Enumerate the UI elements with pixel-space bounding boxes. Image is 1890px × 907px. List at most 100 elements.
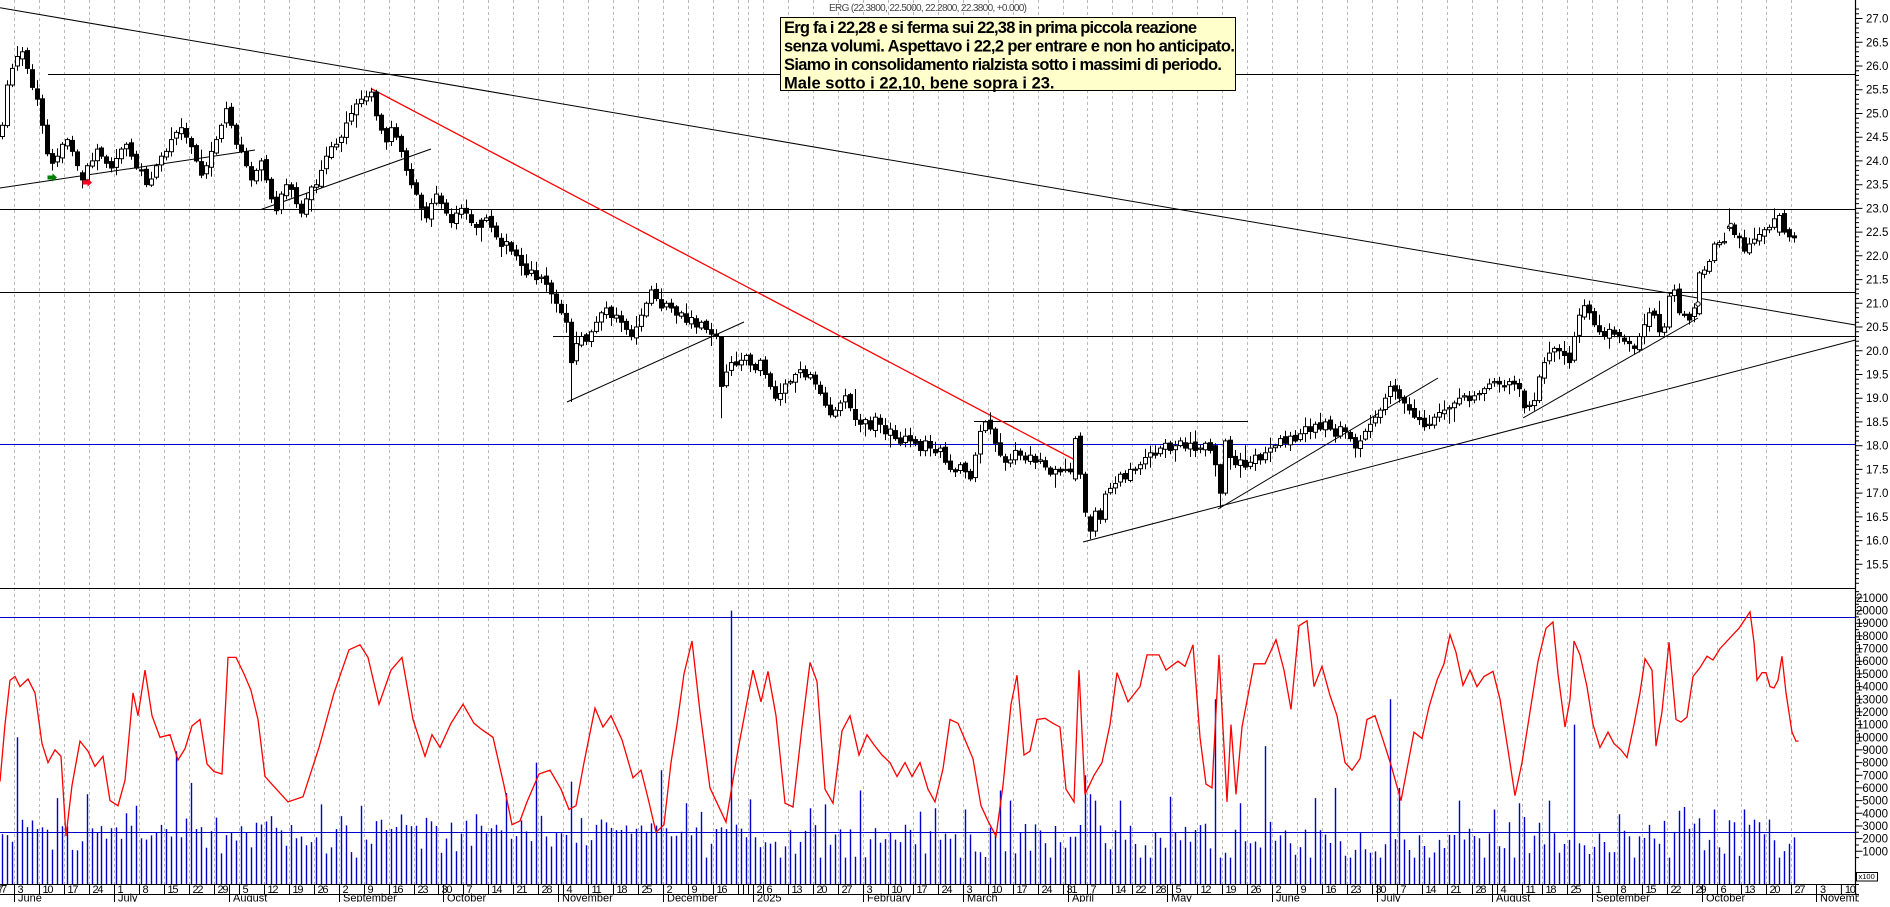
svg-text:29: 29 <box>1696 884 1707 896</box>
svg-text:19: 19 <box>1226 884 1237 896</box>
svg-text:20000: 20000 <box>1856 606 1888 618</box>
svg-text:February: February <box>867 893 912 903</box>
svg-text:2: 2 <box>1276 884 1282 896</box>
svg-text:18: 18 <box>1546 884 1557 896</box>
svg-text:13: 13 <box>1745 884 1756 896</box>
svg-text:18: 18 <box>617 884 628 896</box>
svg-text:6: 6 <box>767 884 773 896</box>
svg-text:September: September <box>343 893 397 903</box>
svg-text:1: 1 <box>1596 884 1602 896</box>
svg-text:27: 27 <box>1795 884 1806 896</box>
svg-text:16: 16 <box>717 884 728 896</box>
svg-text:10: 10 <box>992 884 1003 896</box>
svg-text:November: November <box>1820 893 1871 903</box>
svg-text:19000: 19000 <box>1856 618 1888 630</box>
svg-text:27: 27 <box>0 884 3 896</box>
svg-text:11000: 11000 <box>1857 720 1888 732</box>
svg-text:18.0: 18.0 <box>1866 441 1888 453</box>
svg-text:30: 30 <box>442 884 453 896</box>
svg-text:22: 22 <box>1136 884 1147 896</box>
svg-text:17000: 17000 <box>1856 644 1888 656</box>
svg-text:22.5: 22.5 <box>1866 227 1888 239</box>
svg-text:14000: 14000 <box>1856 682 1888 694</box>
svg-text:27: 27 <box>0 884 7 896</box>
svg-text:12: 12 <box>268 884 279 896</box>
svg-text:3: 3 <box>18 884 24 896</box>
svg-text:senza volumi. Aspettavo i 22,2: senza volumi. Aspettavo i 22,2 per entra… <box>784 38 1235 56</box>
svg-text:17: 17 <box>1017 884 1028 896</box>
svg-text:25.0: 25.0 <box>1866 109 1888 121</box>
svg-text:21.5: 21.5 <box>1866 275 1888 287</box>
svg-text:28: 28 <box>1156 884 1167 896</box>
svg-text:2000: 2000 <box>1862 834 1888 846</box>
svg-text:26: 26 <box>1251 884 1262 896</box>
svg-text:14: 14 <box>1116 884 1127 896</box>
svg-text:15.5: 15.5 <box>1866 559 1888 571</box>
svg-text:9: 9 <box>692 884 698 896</box>
svg-text:23: 23 <box>1351 884 1362 896</box>
svg-text:20: 20 <box>1770 884 1781 896</box>
svg-text:16.0: 16.0 <box>1866 536 1888 548</box>
svg-text:18.5: 18.5 <box>1866 417 1888 429</box>
svg-text:July: July <box>1381 893 1401 903</box>
svg-text:8: 8 <box>143 884 149 896</box>
svg-text:7: 7 <box>467 884 473 896</box>
svg-text:17.5: 17.5 <box>1866 464 1888 476</box>
svg-text:12000: 12000 <box>1856 707 1888 719</box>
svg-text:1: 1 <box>118 884 124 896</box>
svg-text:19: 19 <box>293 884 304 896</box>
svg-text:10: 10 <box>1845 884 1856 896</box>
svg-text:14: 14 <box>492 884 503 896</box>
svg-text:August: August <box>1496 893 1530 903</box>
svg-text:2: 2 <box>343 884 349 896</box>
svg-text:Male sotto i 22,10, bene sopra: Male sotto i 22,10, bene sopra i 23. <box>784 75 1055 93</box>
svg-text:14: 14 <box>1426 884 1437 896</box>
svg-text:22: 22 <box>1671 884 1682 896</box>
svg-text:June: June <box>18 893 42 903</box>
svg-text:19.0: 19.0 <box>1866 393 1888 405</box>
svg-text:ERG (22.3800, 22.5000, 22.2800: ERG (22.3800, 22.5000, 22.2800, 22.3800,… <box>829 3 1027 14</box>
svg-text:24: 24 <box>1042 884 1053 896</box>
svg-text:13000: 13000 <box>1856 694 1888 706</box>
svg-text:19.5: 19.5 <box>1866 370 1888 382</box>
svg-text:23.5: 23.5 <box>1866 180 1888 192</box>
svg-text:7000: 7000 <box>1862 770 1888 782</box>
svg-text:15: 15 <box>168 884 179 896</box>
svg-text:9: 9 <box>1301 884 1307 896</box>
svg-text:2: 2 <box>757 884 763 896</box>
svg-text:8000: 8000 <box>1862 758 1888 770</box>
svg-text:27: 27 <box>842 884 853 896</box>
svg-text:17: 17 <box>68 884 79 896</box>
svg-text:4: 4 <box>567 884 573 896</box>
svg-text:August: August <box>233 893 267 903</box>
svg-text:22: 22 <box>193 884 204 896</box>
svg-text:10: 10 <box>43 884 54 896</box>
svg-text:24: 24 <box>93 884 104 896</box>
svg-text:12: 12 <box>1201 884 1212 896</box>
svg-text:x100: x100 <box>1859 872 1875 881</box>
svg-text:5000: 5000 <box>1862 796 1888 808</box>
svg-text:6: 6 <box>1721 884 1727 896</box>
svg-text:2: 2 <box>667 884 673 896</box>
svg-text:21.0: 21.0 <box>1866 298 1888 310</box>
svg-text:26: 26 <box>318 884 329 896</box>
svg-text:11: 11 <box>592 884 602 896</box>
svg-text:9: 9 <box>368 884 374 896</box>
svg-text:16.5: 16.5 <box>1866 512 1888 524</box>
svg-text:November: November <box>562 893 613 903</box>
svg-text:4000: 4000 <box>1862 808 1888 820</box>
svg-text:20.5: 20.5 <box>1866 322 1888 334</box>
svg-text:October: October <box>1706 893 1745 903</box>
svg-text:30: 30 <box>1376 884 1387 896</box>
svg-text:13: 13 <box>792 884 803 896</box>
svg-text:23: 23 <box>418 884 429 896</box>
svg-text:3: 3 <box>867 884 873 896</box>
svg-text:24.5: 24.5 <box>1866 132 1888 144</box>
svg-text:May: May <box>1171 893 1192 903</box>
svg-text:25.5: 25.5 <box>1866 85 1888 97</box>
svg-text:21: 21 <box>1451 884 1462 896</box>
svg-text:17.0: 17.0 <box>1866 488 1888 500</box>
svg-text:28: 28 <box>1476 884 1487 896</box>
svg-text:20: 20 <box>817 884 828 896</box>
svg-text:16: 16 <box>393 884 404 896</box>
